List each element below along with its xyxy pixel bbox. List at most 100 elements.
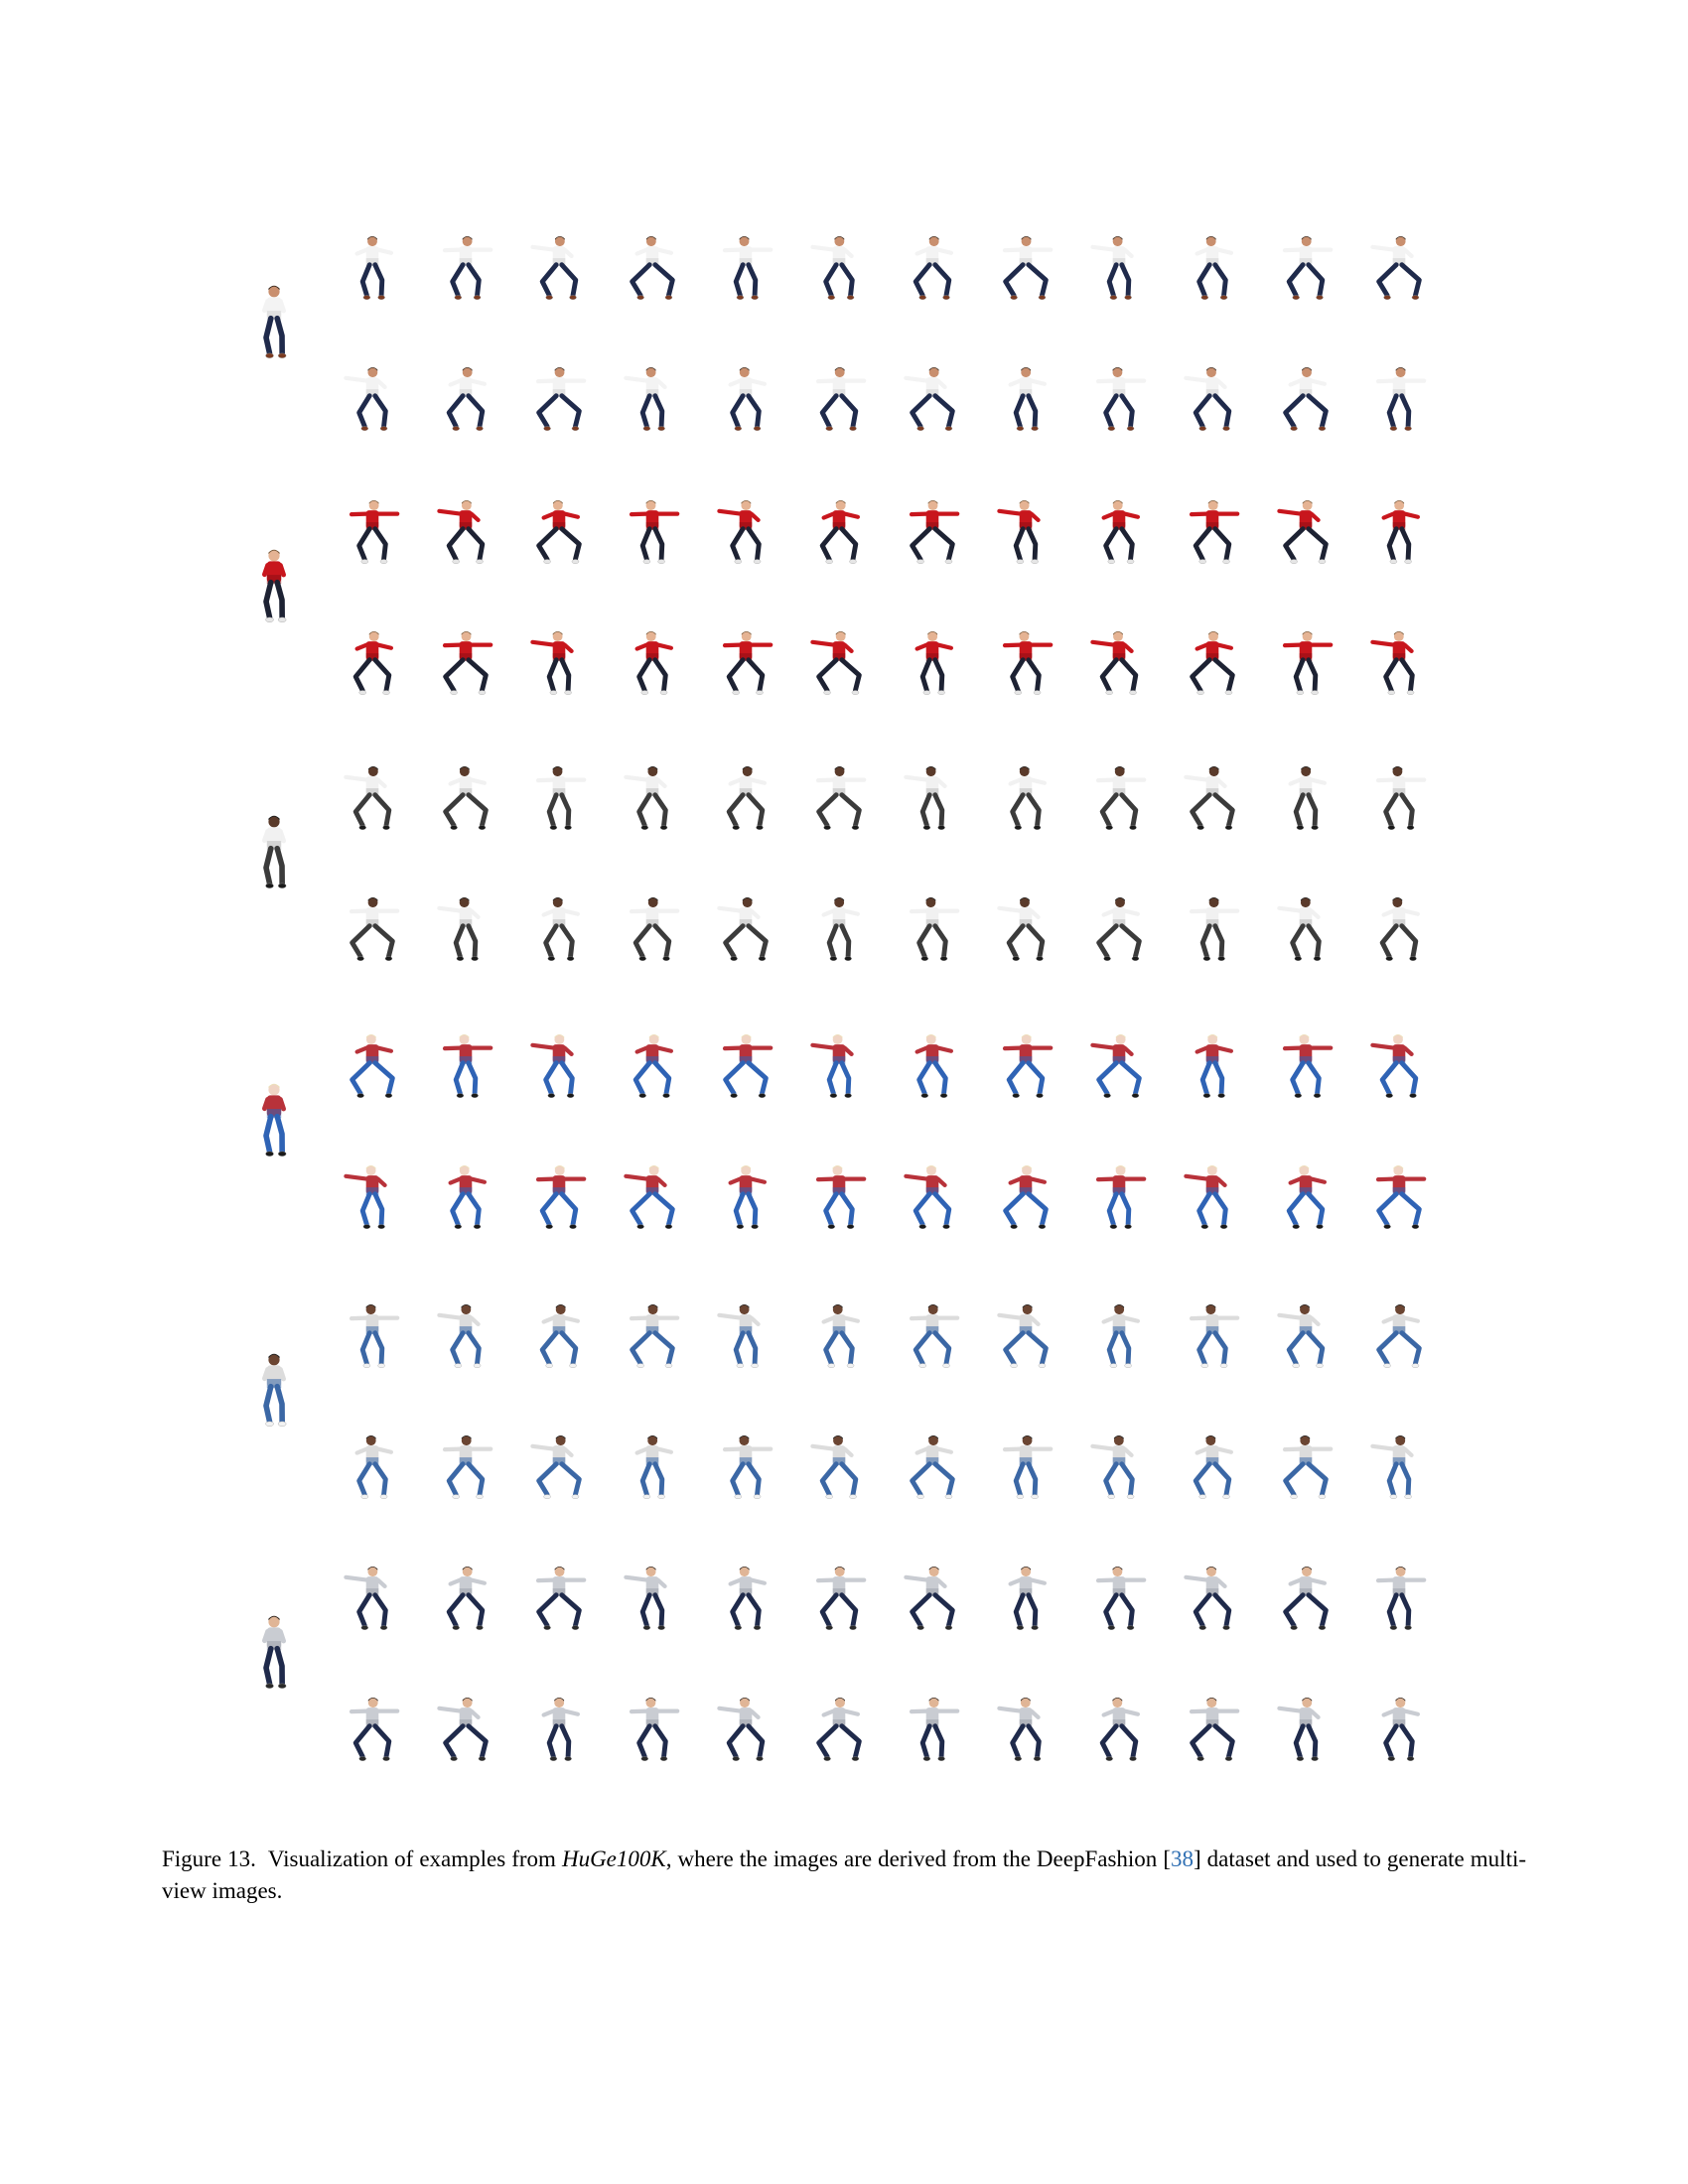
generated-view-s6-r1-v6: [815, 1566, 867, 1630]
generated-view-s4-r1-v4: [633, 1033, 673, 1098]
caption-text-after: ] dataset and used to generate multi-vie…: [162, 1846, 1527, 1903]
generated-view-s1-r1-v2: [442, 235, 493, 300]
generated-view-s6-r1-v2: [446, 1566, 487, 1630]
generated-view-s4-r1-v6: [810, 1033, 854, 1098]
generated-view-s1-r1-v3: [530, 235, 579, 300]
generated-view-s1-r2-v5: [728, 366, 767, 431]
generated-view-s3-r1-v3: [535, 765, 587, 830]
generated-view-s6-r2-v7: [909, 1697, 960, 1761]
generated-view-s3-r2-v1: [349, 896, 400, 961]
generated-view-s6-r1-v11: [1283, 1566, 1329, 1630]
generated-view-s2-r2-v1: [352, 630, 393, 695]
generated-view-s2-r1-v5: [717, 499, 762, 564]
caption-text-before: Visualization of examples from: [267, 1846, 562, 1871]
generated-view-s6-r1-v5: [728, 1566, 767, 1630]
generated-view-s1-r1-v9: [1090, 235, 1134, 300]
generated-view-s2-r2-v4: [634, 630, 673, 695]
generated-view-s5-r2-v12: [1370, 1434, 1414, 1499]
caption-text-middle: , where the images are derived from the …: [665, 1846, 1171, 1871]
generated-view-s5-r1-v9: [1101, 1303, 1140, 1368]
generated-view-s2-r1-v2: [437, 499, 486, 564]
generated-view-s5-r1-v4: [629, 1303, 680, 1368]
generated-view-s3-r2-v9: [1096, 896, 1142, 961]
generated-view-s3-r1-v7: [904, 765, 947, 830]
generated-view-s2-r2-v5: [722, 630, 774, 695]
generated-view-s2-r1-v7: [909, 499, 960, 564]
generated-view-s5-r2-v1: [354, 1434, 393, 1499]
generated-view-s2-r2-v9: [1090, 630, 1139, 695]
generated-view-s5-r2-v5: [722, 1434, 774, 1499]
generated-view-s5-r1-v1: [349, 1303, 400, 1368]
generated-view-s5-r2-v7: [910, 1434, 955, 1499]
generated-view-s3-r2-v5: [717, 896, 769, 961]
generated-view-s5-r1-v7: [909, 1303, 960, 1368]
generated-view-s2-r1-v1: [349, 499, 400, 564]
generated-view-s4-r2-v2: [448, 1164, 487, 1229]
generated-view-s1-r2-v2: [446, 366, 487, 431]
generated-view-s4-r2-v6: [815, 1164, 867, 1229]
generated-view-s2-r1-v6: [819, 499, 860, 564]
generated-view-s5-r2-v10: [1193, 1434, 1233, 1499]
generated-view-s5-r2-v2: [442, 1434, 493, 1499]
generated-view-s4-r2-v10: [1184, 1164, 1228, 1229]
reference-photo-5: [262, 1353, 287, 1427]
generated-view-s6-r1-v8: [1008, 1566, 1047, 1630]
generated-view-s4-r1-v12: [1370, 1033, 1419, 1098]
generated-view-s4-r2-v11: [1286, 1164, 1327, 1229]
generated-view-s4-r1-v7: [914, 1033, 953, 1098]
generated-view-s5-r2-v9: [1090, 1434, 1135, 1499]
generated-view-s3-r1-v4: [624, 765, 668, 830]
reference-photo-4: [262, 1083, 287, 1157]
generated-view-s6-r1-v3: [535, 1566, 587, 1630]
generated-view-s2-r1-v11: [1277, 499, 1329, 564]
generated-view-s6-r1-v7: [904, 1566, 955, 1630]
generated-view-s3-r2-v4: [629, 896, 680, 961]
generated-view-s4-r1-v2: [442, 1033, 493, 1098]
generated-view-s2-r2-v11: [1282, 630, 1334, 695]
generated-view-s3-r1-v10: [1184, 765, 1235, 830]
generated-view-s6-r2-v5: [717, 1697, 766, 1761]
generated-view-s3-r2-v8: [997, 896, 1046, 961]
generated-view-s6-r2-v2: [437, 1697, 489, 1761]
generated-view-s5-r1-v11: [1277, 1303, 1326, 1368]
generated-view-s3-r2-v3: [541, 896, 580, 961]
generated-view-s2-r2-v2: [442, 630, 493, 695]
generated-view-s1-r1-v6: [810, 235, 855, 300]
generated-view-s2-r1-v4: [629, 499, 680, 564]
generated-view-s1-r1-v7: [913, 235, 953, 300]
generated-view-s4-r2-v1: [344, 1164, 387, 1229]
generated-view-s4-r2-v12: [1375, 1164, 1427, 1229]
generated-view-s2-r1-v9: [1101, 499, 1140, 564]
reference-photo-2: [262, 549, 287, 622]
generated-view-s4-r1-v1: [350, 1033, 395, 1098]
generated-view-s6-r2-v12: [1381, 1697, 1420, 1761]
generated-view-s4-r1-v9: [1090, 1033, 1142, 1098]
generated-view-s4-r2-v5: [728, 1164, 767, 1229]
generated-view-s3-r1-v2: [443, 765, 489, 830]
generated-view-s5-r1-v12: [1376, 1303, 1422, 1368]
generated-view-s1-r2-v3: [535, 366, 587, 431]
generated-view-s2-r1-v8: [997, 499, 1041, 564]
generated-view-s6-r2-v6: [816, 1697, 862, 1761]
figure-caption: Figure 13. Visualization of examples fro…: [162, 1843, 1526, 1907]
generated-view-s1-r1-v10: [1195, 235, 1233, 300]
reference-photo-6: [262, 1615, 287, 1689]
generated-view-s2-r2-v12: [1370, 630, 1415, 695]
generated-view-s6-r2-v10: [1189, 1697, 1240, 1761]
generated-view-s4-r1-v10: [1195, 1033, 1233, 1098]
generated-view-s4-r1-v3: [530, 1033, 575, 1098]
generated-view-s3-r2-v2: [437, 896, 481, 961]
generated-view-s1-r2-v9: [1095, 366, 1147, 431]
generated-view-s4-r1-v11: [1282, 1033, 1334, 1098]
generated-view-s4-r2-v4: [624, 1164, 675, 1229]
citation-link[interactable]: 38: [1171, 1846, 1194, 1871]
generated-view-s4-r2-v3: [535, 1164, 587, 1229]
generated-view-s1-r2-v12: [1375, 366, 1427, 431]
generated-view-s3-r2-v12: [1379, 896, 1420, 961]
generated-view-s5-r2-v8: [1002, 1434, 1054, 1499]
generated-view-s4-r2-v9: [1095, 1164, 1147, 1229]
generated-view-s4-r2-v8: [1003, 1164, 1049, 1229]
generated-view-s3-r1-v6: [815, 765, 867, 830]
generated-view-s2-r2-v10: [1190, 630, 1235, 695]
generated-view-s2-r2-v3: [530, 630, 574, 695]
